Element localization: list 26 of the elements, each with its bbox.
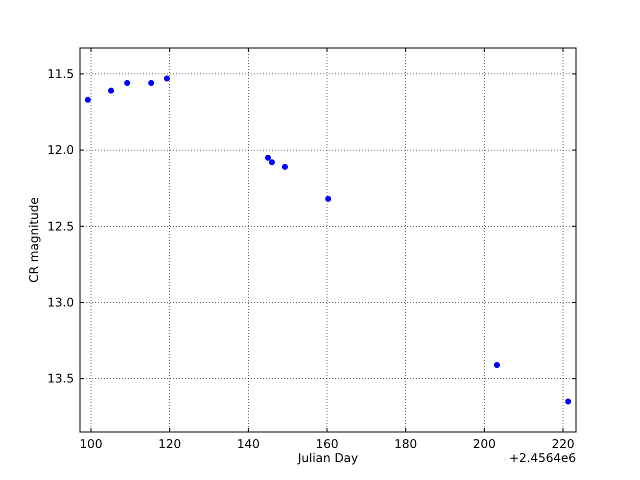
point [325,196,332,202]
y-tick-label: 11.5 [47,66,74,81]
point [268,159,275,166]
x-tick-label: 160 [316,437,338,451]
text: +2.4564e6 [508,451,576,465]
y-tick-label: 12.5 [47,219,74,234]
point [265,154,272,161]
x-tick-label: 120 [158,437,182,451]
x-axis-title: Julian Day [296,451,358,465]
x-tick-label: 220 [552,437,574,451]
y-tick-label: 13.5 [47,372,74,386]
point [124,80,130,86]
x-tick-label: 100 [80,437,102,451]
y-tick-label: 13.0 [47,295,74,310]
x-tick-label: 180 [394,437,418,451]
point [164,75,170,82]
point [494,362,500,368]
point [565,398,572,405]
point [108,88,114,94]
x-tick-label: 200 [472,437,496,451]
point [84,96,91,103]
point [148,80,154,86]
point [282,164,288,170]
y-tick-label: 12.0 [47,143,74,158]
y-axis-title: CR magnitude [27,197,41,283]
x-tick-label: 140 [236,437,260,451]
